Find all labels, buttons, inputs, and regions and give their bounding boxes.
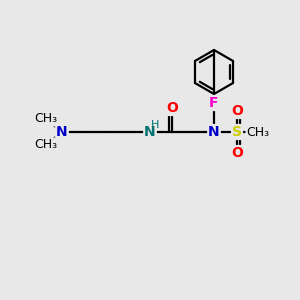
Text: O: O <box>166 101 178 115</box>
Text: CH₃: CH₃ <box>34 112 58 125</box>
Text: F: F <box>209 96 219 110</box>
Text: S: S <box>232 125 242 139</box>
Text: N: N <box>208 125 220 139</box>
Text: CH₃: CH₃ <box>246 125 270 139</box>
Text: N: N <box>144 125 156 139</box>
Text: CH₃: CH₃ <box>34 139 58 152</box>
Text: H: H <box>151 120 159 130</box>
Text: O: O <box>231 146 243 160</box>
Text: O: O <box>231 104 243 118</box>
Text: N: N <box>56 125 68 139</box>
